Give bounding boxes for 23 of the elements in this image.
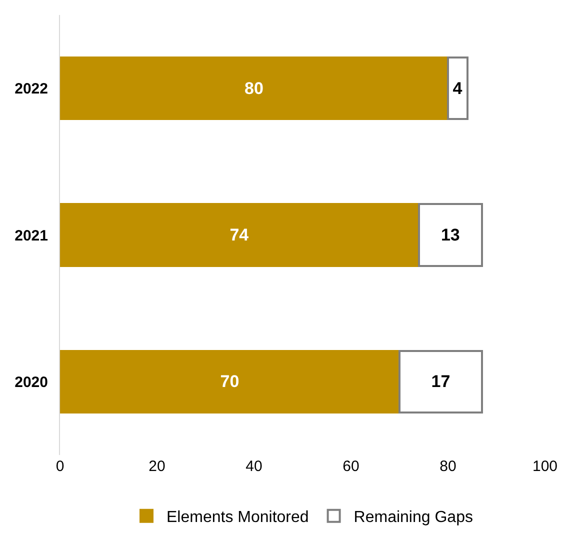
x-tick-label: 20 — [148, 458, 166, 475]
legend-label: Elements Monitored — [166, 509, 309, 526]
data-label: 80 — [244, 78, 264, 98]
bar — [447, 56, 468, 120]
bar — [60, 56, 449, 120]
data-label: 13 — [440, 226, 460, 244]
x-tick-label: 80 — [440, 458, 456, 475]
data-label: 74 — [230, 226, 250, 244]
bar — [60, 350, 400, 414]
y-tick-label: 2021 — [14, 227, 48, 244]
y-tick-label: 2022 — [14, 80, 48, 98]
legend-label: Remaining Gaps — [354, 509, 473, 526]
data-label: 70 — [220, 372, 240, 392]
bar — [398, 350, 483, 414]
data-label: 17 — [431, 372, 450, 392]
x-tick-label: 40 — [246, 458, 262, 475]
bar — [418, 203, 483, 267]
x-tick-label: 0 — [56, 458, 64, 475]
y-tick-label: 2020 — [14, 374, 48, 391]
x-tick-label: 100 — [532, 458, 558, 475]
x-tick-label: 60 — [342, 458, 360, 475]
data-label: 4 — [452, 78, 463, 98]
bar — [60, 203, 420, 267]
